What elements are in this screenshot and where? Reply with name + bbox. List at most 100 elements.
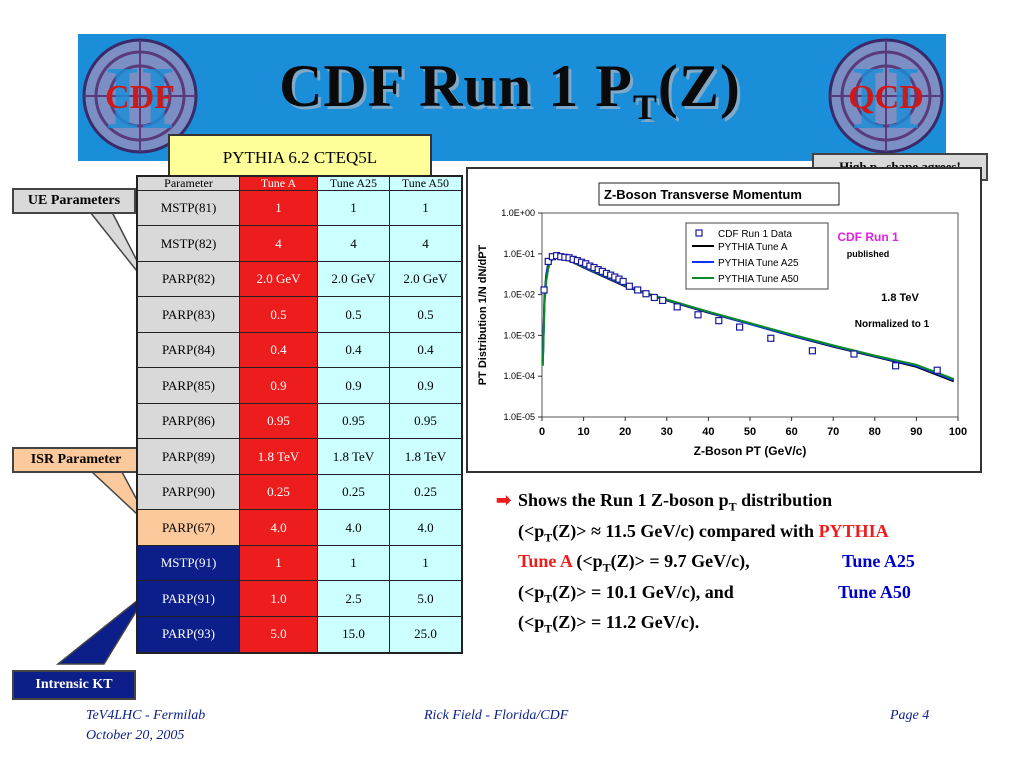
header-tune-a: Tune A — [239, 175, 318, 191]
data-point — [736, 323, 744, 331]
cdf-logo-text: CDF — [105, 79, 175, 116]
svg-text:II: II — [851, 49, 921, 148]
table-row: PARP(85) 0.9 0.9 0.9 — [136, 367, 463, 404]
data-point — [808, 347, 816, 355]
cell-a50: 5.0 — [388, 580, 463, 617]
pt-distribution-chart: Z-Boson Transverse Momentum 1.0E+00 1.0E-0… — [477, 182, 967, 458]
table-row: MSTP(82) 4 4 4 — [136, 225, 463, 262]
data-point — [540, 286, 548, 294]
cell-param: PARP(91) — [136, 580, 240, 617]
cell-a25: 0.4 — [317, 331, 390, 369]
scroll-label-text: PYTHIA 6.2 CTEQ5L — [222, 148, 378, 167]
footer-venue: TeV4LHC - Fermilab — [86, 708, 206, 723]
annotation-normalization: Normalized to 1 — [855, 319, 930, 330]
cell-param: MSTP(82) — [136, 225, 240, 262]
cell-a25: 1.8 TeV — [317, 438, 390, 475]
cdf-logo: II CDF — [82, 38, 198, 154]
y-tick-label: 1.0E-01 — [503, 249, 535, 259]
cell-a50: 1 — [388, 544, 463, 582]
x-tick-label: 30 — [661, 426, 673, 438]
y-tick-label: 1.0E-03 — [503, 330, 535, 340]
cell-a: 1.8 TeV — [239, 438, 318, 475]
chart-title-box — [598, 182, 840, 206]
header-parameter: Parameter — [136, 175, 240, 191]
cell-a50: 0.4 — [388, 331, 463, 369]
y-tick-label: 1.0E-05 — [503, 412, 535, 422]
y-tick-label: 1.0E-02 — [503, 290, 535, 300]
cell-a50: 1 — [388, 189, 463, 227]
qcd-logo: II QCD — [828, 38, 944, 154]
x-tick-label: 90 — [910, 426, 922, 438]
data-point — [544, 257, 552, 266]
table-row: PARP(84) 0.4 0.4 0.4 — [136, 331, 463, 369]
table-row: PARP(82) 2.0 GeV 2.0 GeV 2.0 GeV — [136, 260, 463, 298]
header-tune-a50: Tune A50 — [388, 175, 463, 191]
cell-a50: 0.25 — [388, 473, 463, 511]
cell-a50: 0.5 — [388, 296, 463, 333]
cell-param: PARP(67) — [136, 509, 240, 546]
svg-text:II: II — [105, 49, 175, 148]
slide-title: CDF Run 1 PT(Z) — [279, 53, 741, 127]
data-point — [673, 303, 681, 311]
summary-text: Shows the Run 1 Z-boson pT distribution … — [518, 490, 915, 636]
cell-a50: 2.0 GeV — [388, 260, 463, 298]
x-tick-label: 60 — [785, 426, 797, 438]
data-point — [694, 311, 702, 319]
cell-a25: 1 — [317, 189, 390, 227]
pythia-scroll-label: PYTHIA 6.2 CTEQ5L — [168, 134, 432, 182]
cell-a: 0.5 — [239, 296, 318, 333]
data-point — [933, 366, 941, 374]
chart-title: Z-Boson Transverse Momentum — [604, 187, 802, 202]
annotation-status: published — [847, 249, 890, 259]
table-row: MSTP(81) 1 1 1 — [136, 189, 463, 227]
data-point — [650, 293, 658, 302]
cell-a25: 0.25 — [317, 473, 390, 511]
x-tick-label: 70 — [827, 426, 839, 438]
data-point — [659, 296, 667, 305]
x-tick-label: 20 — [619, 426, 631, 438]
intrinsic-kt-callout: Intrensic KT — [12, 670, 136, 700]
x-tick-label: 0 — [539, 426, 545, 438]
cell-param: PARP(90) — [136, 473, 240, 511]
y-tick-label: 1.0E+00 — [501, 208, 535, 218]
tune-parameter-table: Parameter Tune A Tune A25 Tune A50 MSTP(… — [136, 175, 463, 654]
cell-a25: 0.95 — [317, 402, 390, 440]
data-point — [715, 317, 723, 325]
y-tick-label: 1.0E-04 — [503, 371, 535, 381]
cell-a25: 0.5 — [317, 296, 390, 333]
cell-a25: 15.0 — [317, 615, 390, 654]
cell-a50: 0.95 — [388, 402, 463, 440]
arrow-bullet-icon: ➡ — [496, 490, 512, 510]
legend-label-2: PYTHIA Tune A25 — [718, 258, 799, 269]
cell-a50: 4 — [388, 225, 463, 262]
table-row: MSTP(91) 1 1 1 — [136, 544, 463, 582]
cell-a50: 0.9 — [388, 367, 463, 404]
cell-a25: 4 — [317, 225, 390, 262]
legend-label-data: CDF Run 1 Data — [718, 229, 792, 240]
cell-a: 1 — [239, 544, 318, 582]
data-point — [850, 350, 858, 358]
data-point — [767, 334, 775, 342]
cell-a: 0.25 — [239, 473, 318, 511]
cell-a: 0.4 — [239, 331, 318, 369]
y-axis-label: PT Distribution 1/N dN/dPT — [477, 244, 489, 385]
legend-label-3: PYTHIA Tune A50 — [718, 274, 799, 285]
x-tick-label: 40 — [702, 426, 714, 438]
kt-pointer — [55, 591, 149, 665]
cell-a: 1 — [239, 189, 318, 227]
data-point — [619, 277, 627, 286]
cell-a: 0.95 — [239, 402, 318, 440]
cell-a: 0.9 — [239, 367, 318, 404]
table-row: PARP(93) 5.0 15.0 25.0 — [136, 615, 463, 654]
x-tick-label: 10 — [577, 426, 589, 438]
annotation-energy: 1.8 TeV — [881, 292, 919, 304]
data-point — [892, 362, 900, 370]
chart-frame: Z-Boson Transverse Momentum 1.0E+00 1.0E-0… — [466, 167, 982, 473]
cell-param: PARP(86) — [136, 402, 240, 440]
cell-a: 4 — [239, 225, 318, 262]
table-row: PARP(67) 4.0 4.0 4.0 — [136, 509, 463, 546]
table-row: PARP(83) 0.5 0.5 0.5 — [136, 296, 463, 333]
cell-param: PARP(89) — [136, 438, 240, 475]
qcd-logo-text: QCD — [848, 79, 924, 116]
cell-a25: 1 — [317, 544, 390, 582]
